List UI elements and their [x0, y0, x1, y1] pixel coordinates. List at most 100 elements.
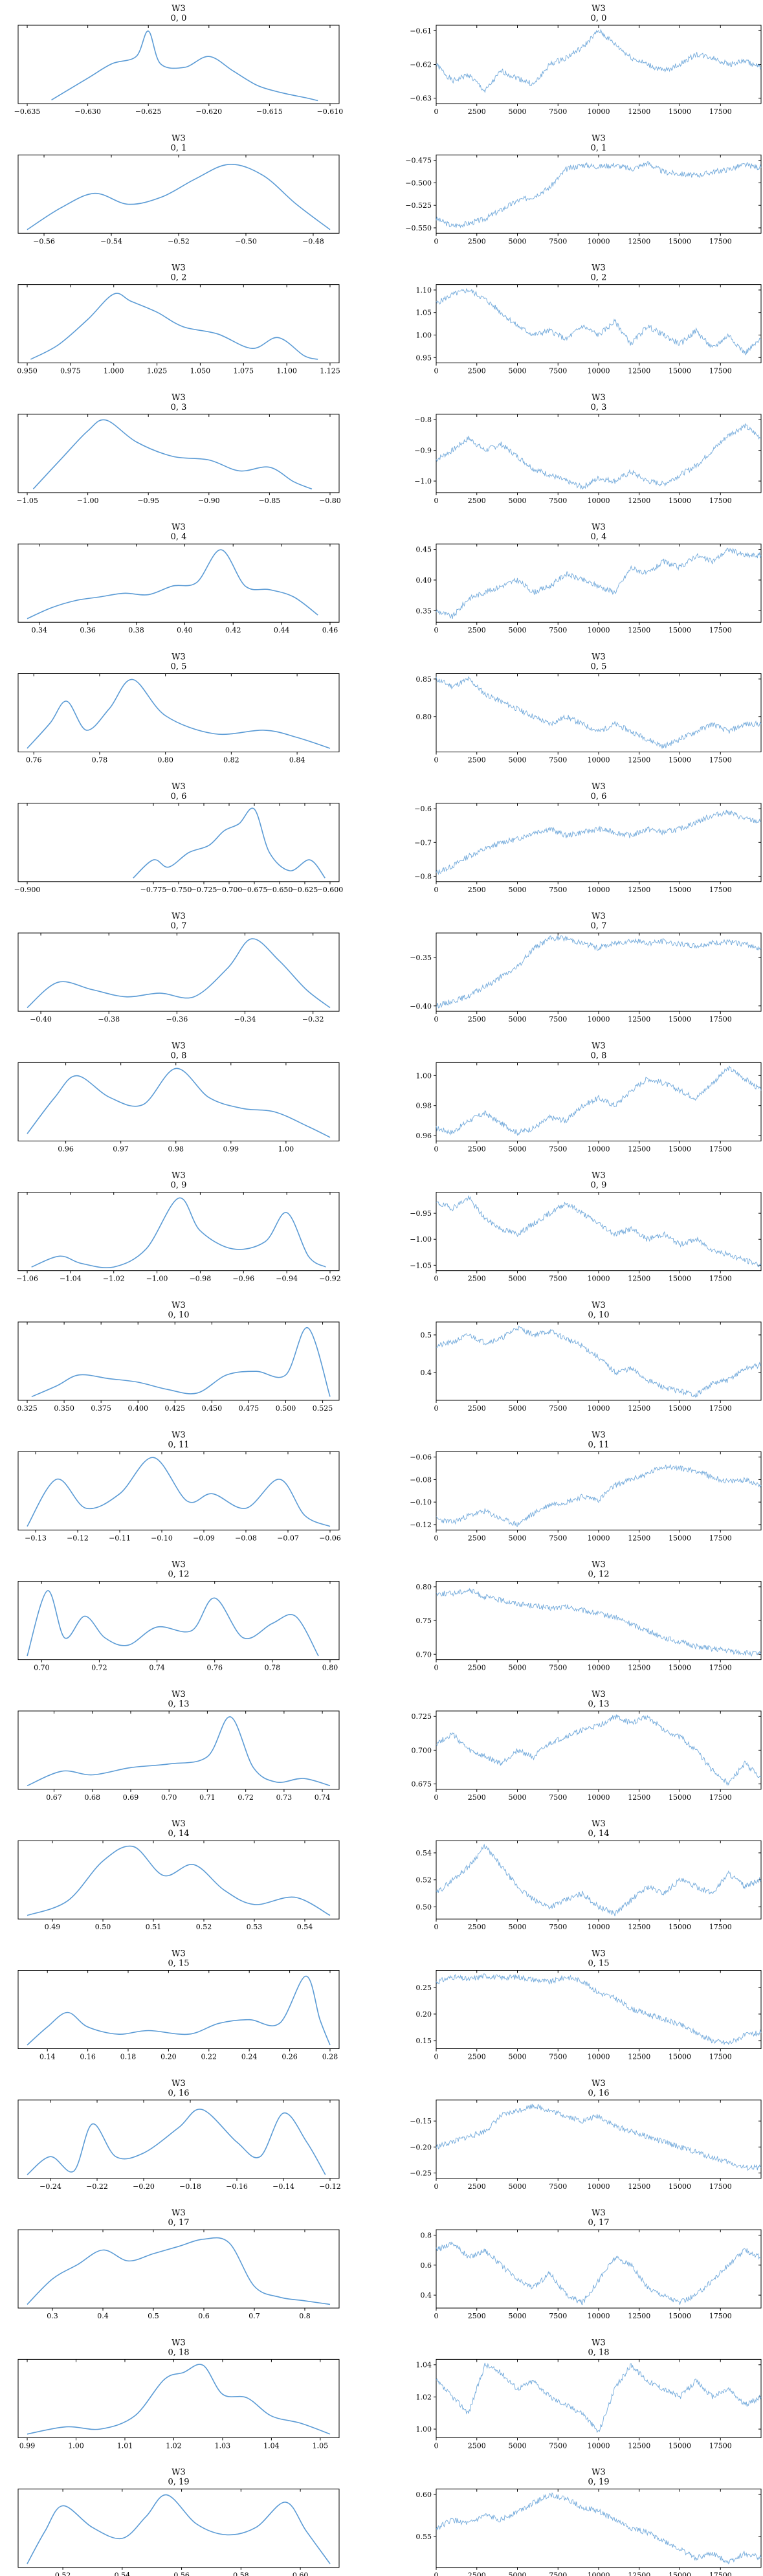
x-tick-label: 0 [434, 2441, 439, 2450]
x-tick-label: 7500 [549, 2441, 567, 2450]
x-tick-label: 0 [434, 237, 439, 245]
x-tick-label: −0.07 [277, 1534, 299, 1542]
plot-area [17, 414, 340, 493]
plot-area [17, 1451, 340, 1530]
y-tick-label: −0.475 [405, 157, 432, 165]
x-tick-label: 10000 [588, 886, 610, 894]
x-tick-label: 10000 [588, 2312, 610, 2320]
plot-area [436, 1840, 762, 1920]
subplot-title: W3 [592, 2208, 606, 2218]
x-tick-label: 0 [434, 367, 439, 375]
subplot-10: W30, 5 0.76 0.78 0.80 0.82 0.84 [17, 653, 340, 765]
subplot-subtitle: 0, 3 [171, 403, 187, 412]
plot-area [17, 932, 340, 1012]
x-tick-label: 17500 [709, 237, 732, 245]
density-line [27, 1716, 331, 1787]
x-tick-label: 0.4 [97, 2312, 109, 2320]
y-tick-label: −1.0 [414, 477, 432, 486]
x-tick-label: 15000 [669, 107, 691, 116]
subplot-34: W30, 17 0.3 0.4 0.5 0.6 0.7 0.8 [17, 2208, 340, 2320]
y-tick-label: −0.15 [410, 2117, 432, 2125]
x-tick-label: 5000 [509, 2571, 527, 2576]
x-tick-label: 12500 [628, 237, 650, 245]
x-tick-label: 10000 [588, 2441, 610, 2450]
x-tick-label: 12500 [628, 1015, 650, 1024]
y-tick-label: 1.00 [416, 1071, 432, 1080]
x-tick-label: 1.100 [276, 367, 297, 375]
x-tick-label: 15000 [669, 2182, 691, 2191]
x-tick-label: 7500 [549, 237, 567, 245]
x-tick-label: 1.00 [68, 2441, 84, 2450]
x-tick-label: −0.14 [272, 2182, 294, 2191]
y-tick-label: 0.50 [416, 1903, 432, 1911]
y-tick-label: 0.675 [412, 1780, 432, 1789]
x-tick-label: 15000 [669, 367, 691, 375]
x-tick-label: 10000 [588, 107, 610, 116]
subplot-7: W30, 3 0 2500 5000 7500 10000 12500 15000 17500 −… [414, 393, 762, 505]
x-tick-label: 17500 [709, 626, 732, 634]
x-tick-label: 0.6 [198, 2312, 210, 2320]
subplot-title: W3 [171, 782, 186, 792]
plot-area [436, 803, 762, 882]
plot-area [436, 2489, 762, 2568]
trace-line [436, 1714, 762, 1786]
plot-area [436, 673, 762, 752]
plot-area [436, 932, 762, 1012]
x-tick-label: −0.675 [241, 886, 268, 894]
x-tick-label: 10000 [588, 1015, 610, 1024]
subplot-title: W3 [592, 782, 606, 792]
x-tick-label: −0.625 [292, 886, 318, 894]
x-tick-label: 0.53 [247, 1923, 263, 1931]
subplot-subtitle: 0, 14 [588, 1829, 609, 1839]
subplot-title: W3 [171, 263, 186, 273]
x-tick-label: −0.34 [234, 1015, 256, 1024]
x-tick-label: −0.725 [191, 886, 217, 894]
x-tick-label: 10000 [588, 1664, 610, 1672]
x-tick-label: 0.8 [299, 2312, 311, 2320]
x-tick-label: 0 [434, 756, 439, 765]
trace-line [436, 2492, 762, 2564]
x-tick-label: 1.01 [117, 2441, 133, 2450]
y-tick-label: −0.61 [410, 27, 432, 35]
x-tick-label: 0.42 [225, 626, 241, 634]
plot-area [17, 803, 340, 882]
x-tick-label: 0.70 [161, 1793, 177, 1802]
y-tick-label: 0.98 [416, 1102, 432, 1110]
subplot-subtitle: 0, 11 [168, 1440, 189, 1450]
y-tick-label: 0.8 [421, 2231, 432, 2239]
y-tick-label: 1.10 [416, 286, 432, 295]
subplot-subtitle: 0, 9 [171, 1181, 187, 1191]
subplot-subtitle: 0, 10 [588, 1310, 609, 1320]
subplot-37: W30, 18 0 2500 5000 7500 10000 12500 15000 17500… [416, 2338, 762, 2450]
subplot-subtitle: 0, 17 [168, 2218, 189, 2228]
x-tick-label: −1.00 [77, 497, 99, 505]
subplot-title: W3 [171, 653, 186, 662]
x-tick-label: −0.06 [319, 1534, 341, 1542]
y-tick-label: 0.45 [416, 546, 432, 554]
x-tick-label: −0.94 [276, 1275, 298, 1283]
x-tick-label: 12500 [628, 2312, 650, 2320]
plot-area [436, 1970, 762, 2049]
x-tick-label: 0.71 [199, 1793, 216, 1802]
x-tick-label: 5000 [509, 367, 527, 375]
x-tick-label: 17500 [709, 1275, 732, 1283]
subplot-0: W30, 0 −0.635 −0.630 −0.625 −0.620 −0.615 −0.6… [14, 4, 344, 116]
x-tick-label: 5000 [509, 1793, 527, 1802]
subplot-39: W30, 19 0 2500 5000 7500 10000 12500 15000 17500… [416, 2468, 762, 2576]
subplot-subtitle: 0, 1 [591, 143, 607, 153]
x-tick-label: 0.54 [297, 1923, 313, 1931]
subplot-22: W30, 11 −0.13 −0.12 −0.11 −0.10 −0.09 −0.08 −0.… [17, 1430, 341, 1542]
x-tick-label: 0.14 [39, 2053, 56, 2061]
y-tick-label: −0.550 [405, 224, 432, 232]
subplot-title: W3 [592, 1430, 606, 1440]
x-tick-label: 0.36 [80, 626, 96, 634]
x-tick-label: 17500 [709, 2182, 732, 2191]
x-tick-label: 0.69 [123, 1793, 139, 1802]
y-tick-label: 0.6 [421, 2261, 432, 2270]
plot-area [436, 1710, 762, 1790]
density-line [27, 1845, 331, 1916]
x-tick-label: 15000 [669, 2441, 691, 2450]
plot-area [17, 25, 340, 104]
x-tick-label: 10000 [588, 2182, 610, 2191]
x-tick-label: 10000 [588, 1793, 610, 1802]
